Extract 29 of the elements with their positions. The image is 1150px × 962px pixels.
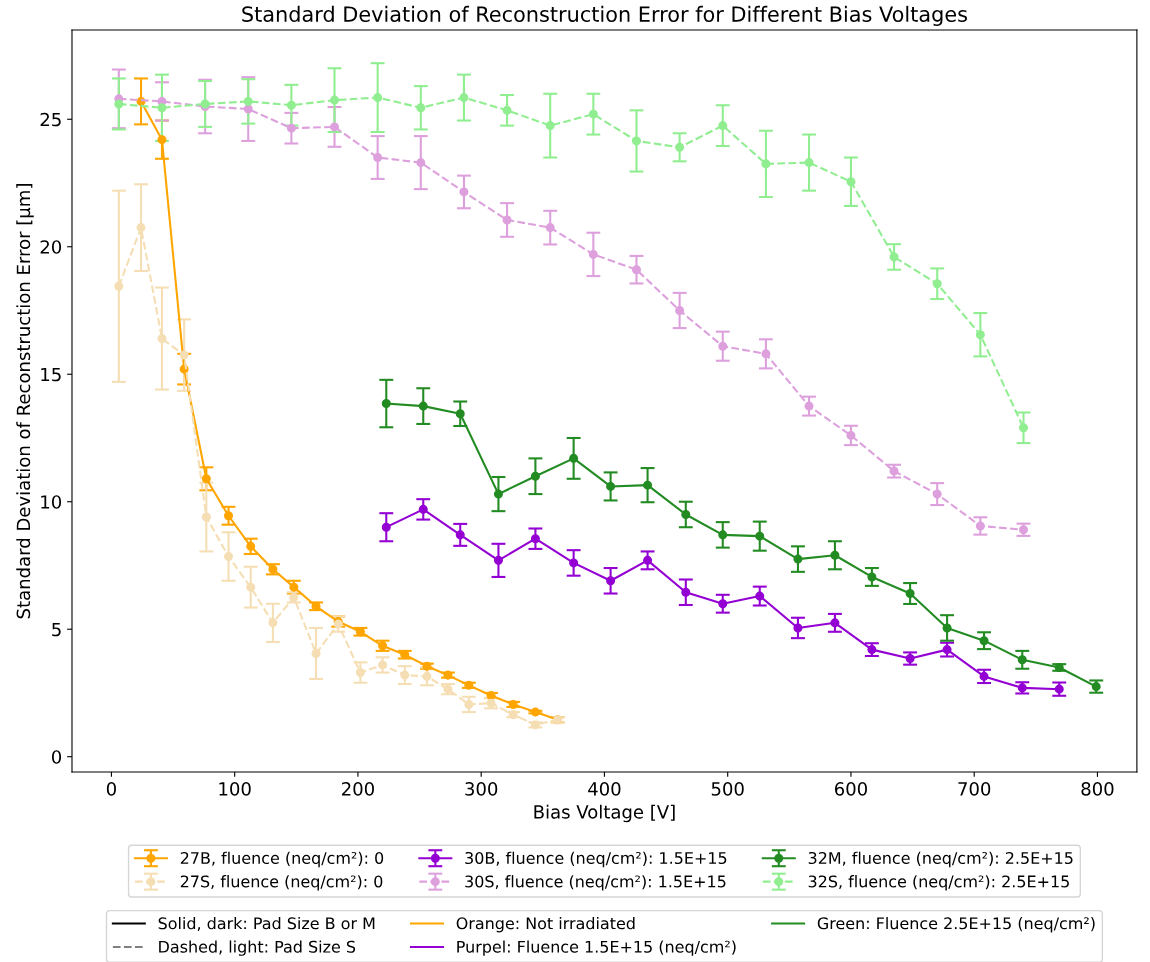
- x-tick-label: 700: [958, 782, 991, 796]
- legend-label: 30B, fluence (neq/cm²): 1.5E+15: [465, 851, 727, 868]
- legend-label: Orange: Not irradiated: [456, 916, 635, 933]
- x-tick-label: 300: [465, 782, 498, 796]
- chart-title: Standard Deviation of Reconstruction Error for Different Bias Voltages: [242, 5, 967, 27]
- legend-label: Green: Fluence 2.5E+15 (neq/cm²): [817, 916, 1095, 933]
- legend-label: 27B, fluence (neq/cm²): 0: [180, 851, 384, 868]
- x-tick-label: 100: [219, 782, 251, 796]
- legend-label: Dashed, light: Pad Size S: [159, 940, 356, 956]
- x-tick-label: 0: [106, 782, 116, 796]
- x-tick-label: 500: [711, 782, 744, 796]
- y-tick-label: 5: [52, 622, 61, 637]
- y-tick-label: 20: [40, 240, 62, 254]
- legend-label: 30S, fluence (neq/cm²): 1.5E+15: [465, 875, 726, 891]
- legend-label: Purpel: Fluence 1.5E+15 (neq/cm²): [457, 940, 736, 956]
- legend-label: Solid, dark: Pad Size B or M: [158, 916, 375, 931]
- y-tick-label: 25: [40, 112, 61, 127]
- y-tick-label: 15: [41, 367, 61, 382]
- legend-label: 32S, fluence (neq/cm²): 2.5E+15: [808, 875, 1069, 891]
- x-tick-label: 800: [1081, 782, 1114, 796]
- y-tick-label: 0: [51, 750, 62, 764]
- legend-label: 32M, fluence (neq/cm²): 2.5E+15: [808, 851, 1073, 868]
- x-tick-label: 400: [588, 782, 621, 796]
- x-tick-label: 200: [342, 782, 374, 796]
- y-axis-title: Standard Deviation of Reconstruction Error [µm]: [16, 184, 34, 619]
- y-tick-label: 10: [41, 495, 62, 509]
- legend-label: 27S, fluence (neq/cm²): 0: [180, 875, 383, 891]
- x-tick-label: 600: [834, 782, 867, 796]
- x-axis-title: Bias Voltage [V]: [534, 804, 675, 823]
